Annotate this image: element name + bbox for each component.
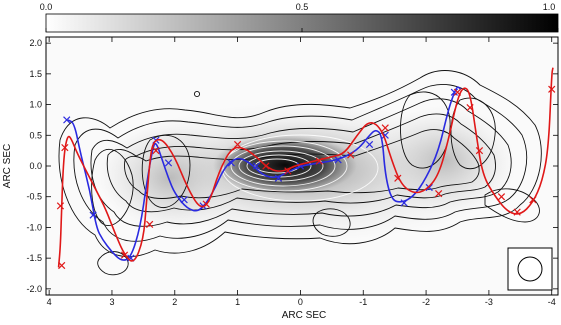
blue-track-marker: [252, 162, 261, 170]
red-track-marker: [202, 200, 210, 208]
y-tick-label: -2.0: [26, 284, 42, 294]
red-track: [56, 67, 556, 270]
contour-right-tail: [484, 188, 540, 223]
red-track-marker: [435, 190, 443, 198]
red-track-marker: [529, 196, 537, 204]
red-track-marker: [513, 208, 521, 216]
contour-left-ring-2: [141, 134, 191, 208]
red-track-marker: [152, 147, 160, 155]
y-tick-label: -1.5: [26, 253, 42, 263]
x-tick-label: 2: [172, 297, 177, 307]
x-tick-label: -2: [422, 297, 430, 307]
y-axis-label: ARC SEC: [2, 144, 13, 188]
blue-track-marker: [227, 159, 235, 167]
y-tick-label: 2.0: [29, 38, 42, 48]
x-tick-label: -3: [485, 297, 493, 307]
contour-5: [124, 129, 480, 199]
x-axis-label: ARC SEC: [282, 310, 326, 321]
colorbar-tick-label: 0.0: [40, 2, 53, 12]
colorbar-tick-label: 1.0: [543, 2, 556, 12]
colorbar-ticks: 0.0 0.5 1.0: [40, 2, 559, 32]
red-track-marker: [120, 251, 129, 259]
contour-right-ring-1: [400, 91, 451, 169]
red-track-marker: [548, 85, 556, 93]
red-track-marker: [466, 104, 474, 112]
contour-small-blob: [193, 90, 201, 98]
blue-track-marker: [180, 196, 188, 204]
y-tick-label: 0.5: [29, 130, 42, 140]
red-track-marker: [146, 220, 154, 228]
contours-light: [221, 134, 379, 202]
contour-outer: [58, 70, 542, 258]
red-track-marker: [475, 147, 484, 155]
blue-track-marker: [425, 183, 433, 192]
tracks: [56, 67, 556, 270]
contour-right-knot: [312, 208, 351, 237]
y-tick-label: 1.0: [29, 100, 42, 110]
red-track-line: [57, 67, 554, 268]
red-track-marker: [381, 124, 389, 132]
contour-core-2: [230, 145, 336, 187]
red-track-marker: [315, 157, 323, 165]
contour-core-1: [222, 140, 348, 192]
beam-box: [507, 247, 553, 291]
red-track-marker: [453, 88, 462, 96]
blue-track-marker: [334, 156, 342, 164]
y-tick-label: 0.0: [29, 161, 42, 171]
x-tick-label: -1: [359, 297, 367, 307]
blue-track-line: [67, 86, 462, 261]
emission-image: [56, 67, 556, 276]
red-track-marker: [233, 140, 242, 149]
x-tick-label: 0: [298, 297, 303, 307]
x-tick-label: 4: [47, 297, 52, 307]
contour-left-knot: [97, 251, 129, 276]
colorbar: 0.0 0.5 1.0: [40, 2, 559, 33]
red-track-marker: [284, 167, 292, 175]
contour-2: [73, 83, 528, 242]
red-track-marker: [58, 261, 66, 270]
blue-track-marker: [89, 211, 97, 219]
blue-track-marker: [63, 116, 71, 124]
blue-track-marker: [450, 88, 458, 96]
y-tick-label: -0.5: [26, 192, 42, 202]
colorbar-tick-label: 0.5: [296, 2, 309, 12]
axes: 4 3 2 1 0 -1 -2 -3 -4 2.0 1.5 1.0 0.5 0.0 -0.5 -1.0 -1.5…: [26, 37, 558, 307]
y-tick-label: 1.5: [29, 69, 42, 79]
x-tick-label: -4: [548, 297, 556, 307]
emission-right-lobe: [375, 105, 515, 215]
red-track-marker: [61, 143, 69, 152]
x-tick-label: 3: [109, 297, 114, 307]
blue-track-marker: [365, 140, 374, 149]
red-track-marker: [262, 162, 270, 170]
blue-track: [63, 86, 462, 262]
contour-left-ring-1: [91, 148, 134, 226]
red-track-marker: [394, 174, 402, 182]
blue-track-marker: [274, 174, 283, 182]
contour-3: [90, 98, 512, 227]
x-tick-label: 1: [235, 297, 240, 307]
y-tick-label: -1.0: [26, 222, 42, 232]
beam-indicator: [507, 247, 553, 291]
beam-ellipse: [517, 256, 543, 282]
blue-track-marker: [400, 199, 408, 207]
red-track-marker: [56, 202, 65, 210]
red-track-marker: [347, 151, 355, 159]
red-track-marker: [497, 193, 506, 201]
blue-track-marker: [164, 159, 173, 167]
contour-core-5: [254, 158, 300, 174]
